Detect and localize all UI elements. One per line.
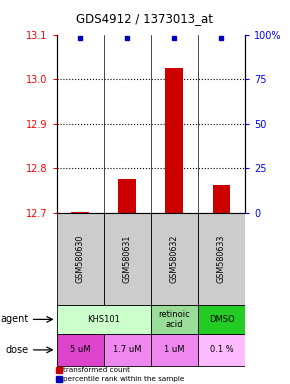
Text: agent: agent [0,314,28,324]
Text: GSM580633: GSM580633 [217,235,226,283]
Bar [198,305,245,334]
Bar [104,334,151,366]
Text: 5 uM: 5 uM [70,345,90,354]
Text: dose: dose [5,345,28,355]
Text: GDS4912 / 1373013_at: GDS4912 / 1373013_at [77,12,213,25]
Bar [57,334,104,366]
Bar [151,305,198,334]
Bar [104,213,151,305]
Text: retinoic
acid: retinoic acid [159,310,190,329]
Bar [71,212,89,213]
Bar [198,334,245,366]
Text: GSM580631: GSM580631 [123,235,132,283]
Text: KHS101: KHS101 [87,315,120,324]
Text: GSM580630: GSM580630 [76,235,85,283]
Text: 1.7 uM: 1.7 uM [113,345,142,354]
Bar [198,213,245,305]
Bar [165,68,183,213]
Bar [213,185,231,213]
Text: 1 uM: 1 uM [164,345,185,354]
Bar [57,305,151,334]
Text: percentile rank within the sample: percentile rank within the sample [63,376,184,382]
Text: GSM580632: GSM580632 [170,235,179,283]
Bar [57,213,104,305]
Text: transformed count: transformed count [63,366,130,372]
Bar [151,213,198,305]
Bar [118,179,136,213]
Text: 0.1 %: 0.1 % [210,345,233,354]
Text: DMSO: DMSO [209,315,234,324]
Bar [151,334,198,366]
